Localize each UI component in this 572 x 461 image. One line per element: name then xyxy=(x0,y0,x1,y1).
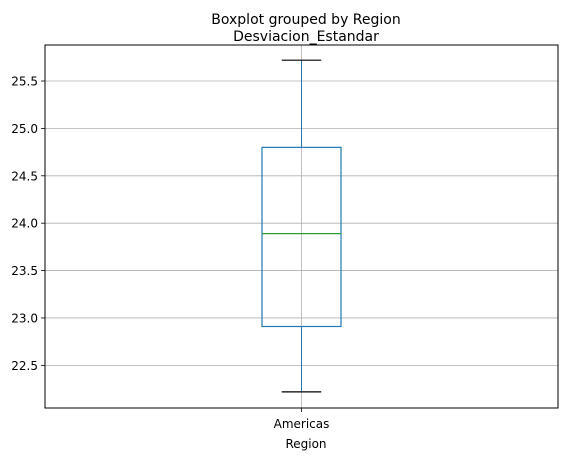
axis-layer: 22.5 23.0 23.5 24.0 24.5 25.0 25.5 Americas xyxy=(11,75,329,431)
y-tick-label: 23.5 xyxy=(11,264,38,278)
chart-title: Desviacion_Estandar xyxy=(233,29,379,45)
plot-frame xyxy=(44,44,559,409)
x-axis-label: Region xyxy=(285,437,326,451)
x-tick-label: Americas xyxy=(274,417,330,431)
y-tick-label: 24.5 xyxy=(11,169,38,183)
y-tick-label: 25.0 xyxy=(11,122,38,136)
y-tick-label: 25.5 xyxy=(11,75,38,89)
y-tick-label: 22.5 xyxy=(11,359,38,373)
y-tick-label: 24.0 xyxy=(11,217,38,231)
box-iqr xyxy=(261,146,342,328)
y-tick-label: 23.0 xyxy=(11,311,38,325)
chart-suptitle: Boxplot grouped by Region xyxy=(211,12,400,28)
box-layer xyxy=(261,59,342,393)
